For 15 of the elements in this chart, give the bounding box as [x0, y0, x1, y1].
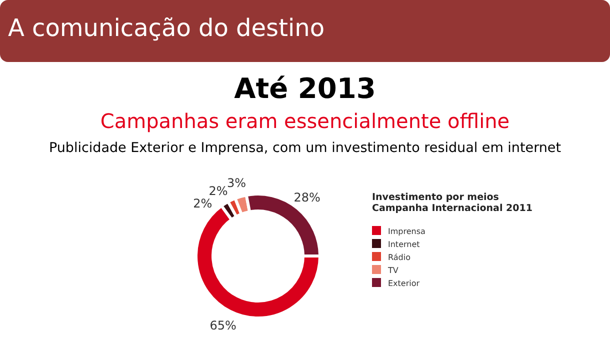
- legend-title: Investimento por meios Campanha Internacional 2011: [372, 192, 532, 214]
- legend-label: Exterior: [388, 279, 420, 288]
- data-label: 28%: [294, 190, 320, 205]
- data-label: 65%: [210, 318, 236, 333]
- legend-label: TV: [387, 266, 399, 275]
- text: Campanhas eram essencialmente offline: [100, 109, 510, 133]
- legend-label: Imprensa: [388, 227, 426, 236]
- data-label: 3%: [226, 176, 246, 190]
- legend-label: Rádio: [388, 253, 411, 262]
- data-label: 2%: [193, 196, 212, 211]
- legend-label: Internet: [388, 240, 420, 249]
- chart-title: A comunicação do destino: [8, 14, 325, 42]
- data-label: 2%: [208, 184, 228, 198]
- text: Publicidade Exterior e Imprensa, com um investimento residual em internet: [48, 140, 562, 156]
- chart-subtitle: Até 2013: [234, 72, 376, 105]
